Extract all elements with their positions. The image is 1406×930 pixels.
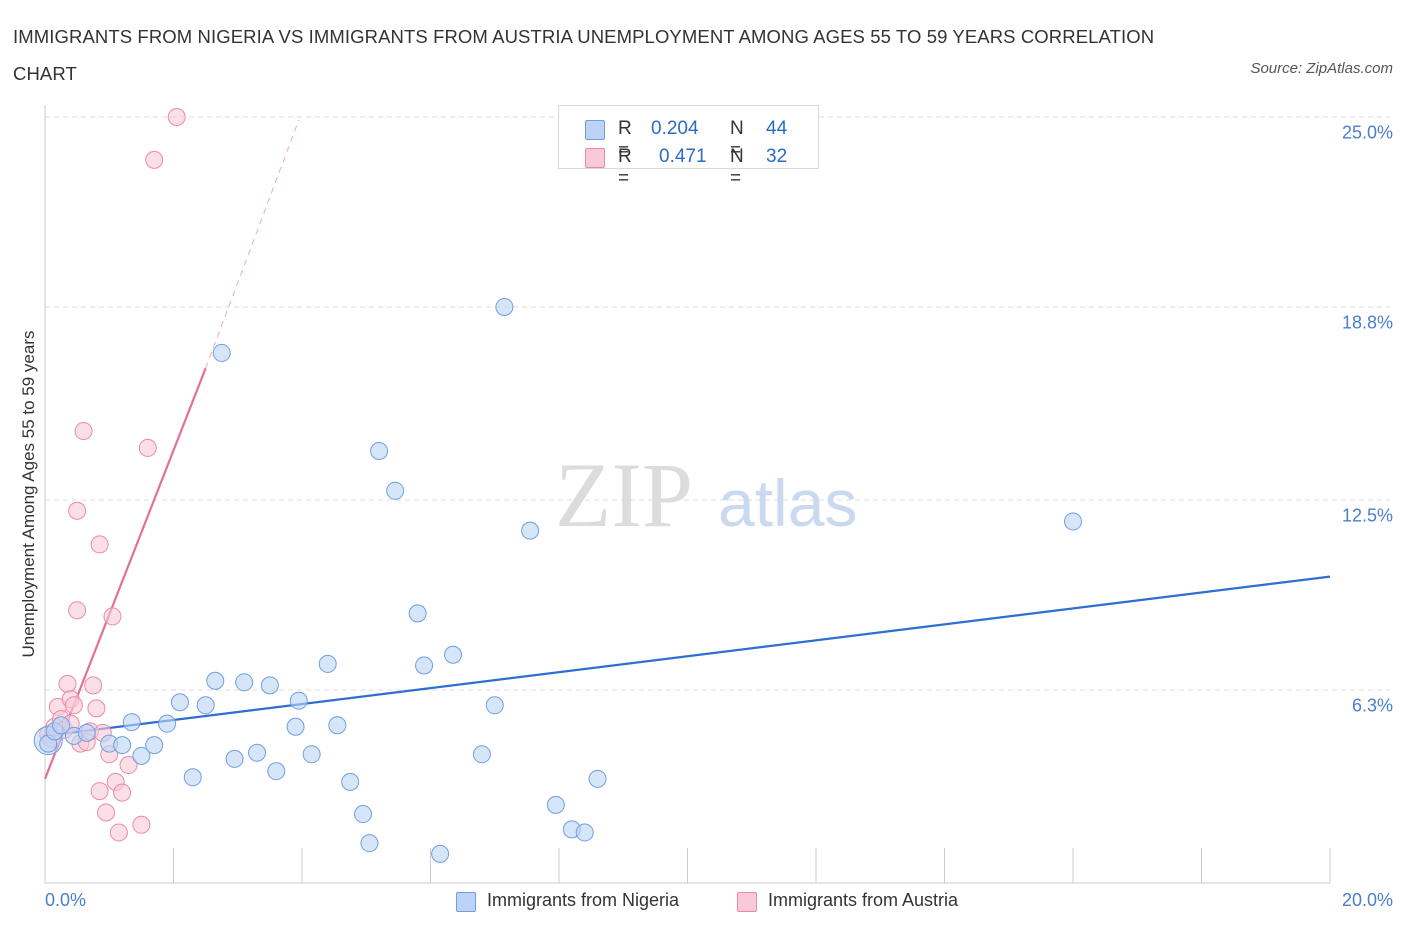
trend-line-nigeria bbox=[44, 575, 1331, 738]
y-tick-label: 18.8% bbox=[1341, 312, 1393, 333]
data-point-nigeria bbox=[354, 805, 373, 824]
series-nigeria-points bbox=[33, 297, 1082, 863]
trend-line-austria-extension bbox=[205, 119, 300, 369]
data-point-nigeria bbox=[443, 645, 462, 664]
r-value: 0.204 bbox=[651, 118, 699, 139]
data-point-nigeria bbox=[113, 736, 132, 755]
data-point-nigeria bbox=[1064, 512, 1082, 531]
n-label: N = bbox=[730, 146, 744, 189]
data-point-austria bbox=[90, 535, 109, 554]
data-point-nigeria bbox=[370, 441, 389, 460]
data-point-nigeria bbox=[122, 713, 141, 732]
data-point-nigeria bbox=[183, 768, 202, 787]
data-point-nigeria bbox=[212, 343, 231, 362]
data-point-nigeria bbox=[196, 696, 215, 715]
data-point-nigeria bbox=[267, 762, 286, 781]
data-point-nigeria bbox=[341, 772, 360, 791]
data-point-austria bbox=[58, 674, 77, 693]
data-point-austria bbox=[84, 676, 103, 695]
data-point-nigeria bbox=[52, 716, 71, 735]
r-value: 0.471 bbox=[659, 146, 707, 167]
data-point-nigeria bbox=[145, 736, 164, 755]
n-value: 32 bbox=[766, 146, 788, 167]
data-point-austria bbox=[68, 601, 87, 620]
data-point-nigeria bbox=[318, 654, 337, 673]
x-tick-label: 20.0% bbox=[1341, 890, 1393, 910]
stats-box: R = 0.204 N = 44 R = 0.471 N = 32 bbox=[558, 105, 819, 189]
data-point-nigeria bbox=[408, 604, 427, 623]
chart-title: IMMIGRANTS FROM NIGERIA VS IMMIGRANTS FR… bbox=[13, 26, 1155, 84]
data-point-nigeria bbox=[546, 795, 565, 814]
data-point-nigeria bbox=[485, 696, 504, 715]
data-point-nigeria bbox=[132, 746, 151, 765]
data-point-nigeria bbox=[302, 745, 321, 764]
data-point-austria bbox=[138, 438, 157, 457]
r-label: R = bbox=[618, 118, 632, 161]
data-point-austria bbox=[113, 783, 132, 802]
watermark-logo: ZIP atlas bbox=[555, 444, 857, 546]
data-point-austria bbox=[132, 815, 151, 834]
data-point-nigeria bbox=[360, 834, 379, 853]
data-point-nigeria bbox=[588, 769, 607, 788]
data-point-austria bbox=[119, 756, 138, 775]
data-point-austria bbox=[167, 108, 186, 126]
data-point-austria bbox=[97, 803, 116, 822]
data-point-nigeria bbox=[158, 714, 177, 733]
data-point-nigeria bbox=[495, 297, 514, 316]
y-tick-label: 25.0% bbox=[1341, 122, 1393, 143]
legend-label: Immigrants from Nigeria bbox=[487, 890, 680, 910]
data-point-nigeria bbox=[248, 743, 267, 762]
y-axis-label: Unemployment Among Ages 55 to 59 years bbox=[19, 330, 38, 658]
data-point-austria bbox=[109, 823, 128, 842]
data-point-nigeria bbox=[521, 521, 540, 540]
n-label: N = bbox=[730, 118, 744, 161]
data-point-nigeria bbox=[286, 717, 305, 736]
data-point-nigeria bbox=[431, 844, 450, 863]
data-point-nigeria bbox=[415, 656, 434, 675]
data-point-nigeria bbox=[472, 745, 491, 764]
data-point-nigeria bbox=[77, 723, 96, 742]
legend-swatch-nigeria bbox=[456, 892, 476, 912]
data-point-nigeria bbox=[170, 693, 189, 712]
data-point-austria bbox=[68, 501, 87, 520]
y-tick-label: 12.5% bbox=[1341, 505, 1393, 526]
legend-label: Immigrants from Austria bbox=[768, 890, 959, 910]
r-label: R = bbox=[618, 146, 632, 189]
data-point-nigeria bbox=[575, 823, 594, 842]
data-point-nigeria bbox=[206, 671, 225, 690]
y-tick-label: 6.3% bbox=[1351, 695, 1393, 716]
data-point-nigeria bbox=[260, 676, 279, 695]
data-point-nigeria bbox=[225, 749, 244, 768]
data-point-nigeria bbox=[328, 716, 347, 735]
svg-text:atlas: atlas bbox=[718, 466, 857, 540]
data-point-austria bbox=[87, 699, 106, 718]
data-point-austria bbox=[74, 422, 93, 441]
data-point-austria bbox=[103, 607, 122, 626]
svg-text:ZIP: ZIP bbox=[555, 444, 693, 546]
gridlines bbox=[45, 116, 1390, 691]
data-point-austria bbox=[64, 696, 83, 715]
data-point-austria bbox=[145, 150, 164, 169]
x-tick-label: 0.0% bbox=[45, 890, 87, 910]
legend-swatch-austria bbox=[737, 892, 757, 912]
data-point-austria bbox=[90, 782, 109, 801]
nigeria-swatch bbox=[585, 120, 605, 140]
data-point-nigeria bbox=[386, 481, 405, 500]
source-label: Source: ZipAtlas.com bbox=[1250, 60, 1393, 77]
data-point-nigeria bbox=[235, 673, 254, 692]
data-point-nigeria bbox=[289, 691, 308, 710]
n-value: 44 bbox=[766, 118, 788, 139]
austria-swatch bbox=[585, 148, 605, 168]
